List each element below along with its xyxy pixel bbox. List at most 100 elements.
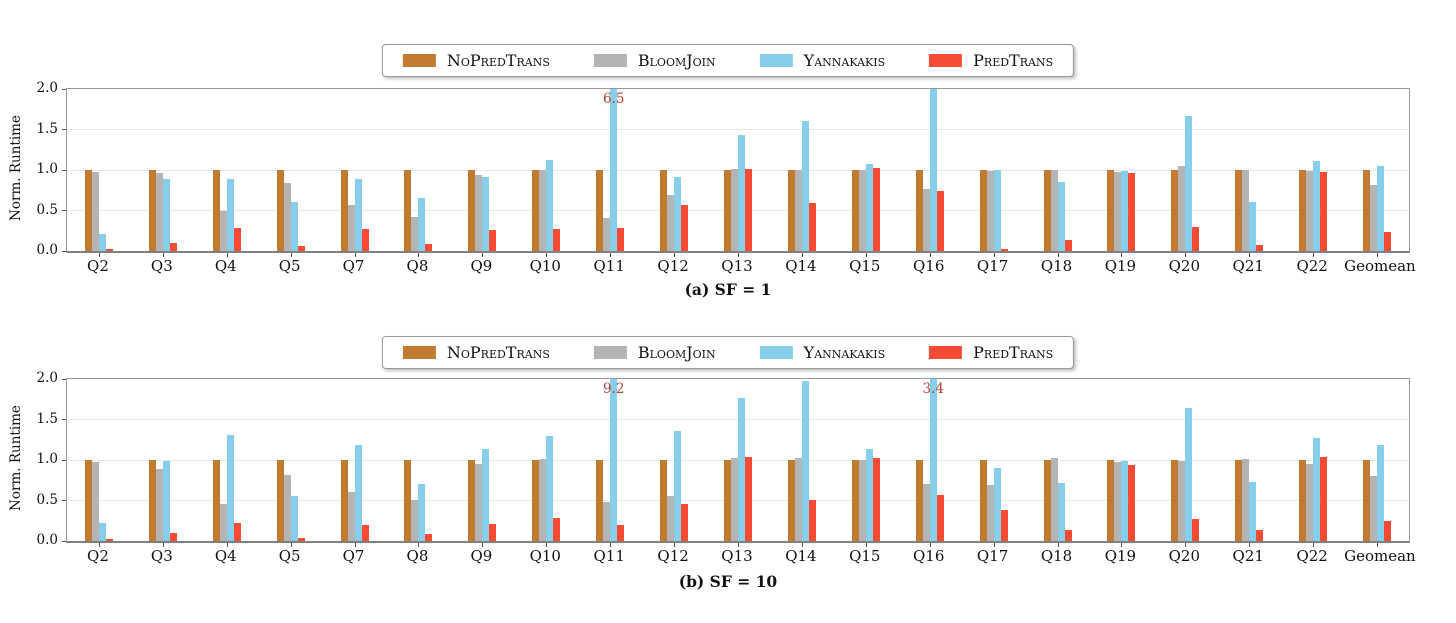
x-tick: [610, 543, 612, 547]
bar-bloomjoin-q12: [667, 195, 675, 251]
x-tick: [865, 543, 867, 547]
bar-yannakakis-q17: [993, 468, 1001, 541]
bar-yannakakis-q20: [1185, 115, 1193, 251]
bar-bloomjoin-q5: [283, 182, 291, 251]
x-tick: [738, 543, 739, 547]
bar-bloomjoin-q3: [155, 173, 163, 251]
bar-predtrans-q7: [361, 524, 369, 541]
x-tick: [290, 253, 292, 257]
legend-label: NoPredTrans: [446, 51, 550, 70]
x-tick-label-q20: Q20: [1168, 547, 1201, 565]
bar-yannakakis-q13: [738, 135, 745, 251]
x-tick: [1313, 543, 1315, 547]
bar-yannakakis-q11: [610, 89, 618, 251]
bar-nopredtrans-q2: [84, 170, 92, 251]
bar-yannakakis-q10: [546, 435, 554, 541]
bar-nopredtrans-q12: [660, 460, 668, 541]
bar-predtrans-q19: [1128, 464, 1136, 541]
bar-bloomjoin-q9: [475, 464, 483, 541]
bar-nopredtrans-q11: [596, 170, 604, 251]
x-tick: [801, 543, 803, 547]
bar-predtrans-q10: [553, 517, 561, 541]
legend-swatch-predtrans: [929, 346, 963, 359]
bar-nopredtrans-geomean: [1363, 170, 1371, 251]
bar-predtrans-q2: [105, 539, 113, 541]
bar-predtrans-q13: [745, 169, 752, 251]
bar-yannakakis-q19: [1121, 170, 1129, 251]
x-tick-label-geomean: Geomean: [1344, 257, 1416, 275]
x-tick-label-q12: Q12: [657, 257, 689, 275]
bar-bloomjoin-q11: [603, 217, 611, 251]
y-axis-title: Norm. Runtime: [8, 115, 24, 221]
bar-nopredtrans-q2: [84, 460, 92, 541]
x-tick: [418, 543, 420, 547]
x-tick-label-q17: Q17: [976, 257, 1009, 275]
bar-nopredtrans-q19: [1107, 170, 1115, 251]
bar-nopredtrans-q5: [276, 460, 284, 541]
bar-nopredtrans-q18: [1043, 170, 1051, 251]
x-tick: [98, 543, 100, 547]
bar-predtrans-q11: [617, 524, 625, 541]
bar-bloomjoin-q22: [1306, 464, 1314, 541]
bar-bloomjoin-q14: [794, 457, 802, 541]
x-tick-label-q19: Q19: [1104, 257, 1137, 275]
bar-bloomjoin-q5: [283, 474, 291, 541]
x-tick-label-q3: Q3: [150, 257, 173, 275]
x-tick-label-q13: Q13: [721, 547, 753, 565]
x-tick: [929, 543, 931, 547]
overflow-label-q11: 9.2: [602, 381, 625, 397]
bar-bloomjoin-q18: [1050, 458, 1058, 541]
x-tick-label-q7: Q7: [342, 547, 365, 565]
y-tick: [62, 88, 66, 90]
bar-yannakakis-q7: [354, 445, 362, 541]
bar-predtrans-q7: [361, 229, 369, 251]
x-tick: [546, 543, 548, 547]
x-tick: [162, 543, 164, 547]
x-tick: [354, 253, 356, 257]
bar-yannakakis-q4: [226, 178, 234, 251]
bar-nopredtrans-q16: [915, 170, 923, 251]
bar-predtrans-q8: [425, 533, 433, 541]
x-tick: [162, 253, 164, 257]
x-tick-label-q10: Q10: [529, 547, 561, 565]
bar-yannakakis-q5: [290, 495, 298, 541]
bar-bloomjoin-q10: [539, 459, 547, 541]
bar-nopredtrans-q10: [532, 460, 540, 541]
bar-yannakakis-q17: [993, 170, 1001, 251]
bar-predtrans-q16: [936, 494, 944, 541]
bar-predtrans-geomean: [1384, 231, 1392, 251]
x-tick-label-q22: Q22: [1296, 547, 1328, 565]
bar-nopredtrans-geomean: [1363, 460, 1371, 541]
bar-yannakakis-q15: [865, 448, 873, 541]
bar-predtrans-geomean: [1384, 520, 1392, 541]
bar-bloomjoin-q14: [794, 170, 802, 251]
legend-label: NoPredTrans: [446, 343, 550, 362]
bar-predtrans-q17: [1000, 510, 1008, 541]
x-tick-label-q13: Q13: [721, 257, 753, 275]
bar-bloomjoin-q20: [1178, 460, 1186, 541]
bar-predtrans-q17: [1000, 248, 1008, 251]
x-tick: [1185, 253, 1187, 257]
legend-swatch-yannakakis: [759, 346, 793, 359]
bar-predtrans-q20: [1192, 226, 1200, 251]
bar-predtrans-q8: [425, 243, 433, 251]
legend-item-bloomjoin: BloomJoin: [593, 343, 716, 362]
x-tick: [1313, 253, 1315, 257]
bar-nopredtrans-q20: [1171, 460, 1179, 541]
bar-yannakakis-q9: [482, 448, 490, 541]
bar-bloomjoin-q12: [667, 496, 675, 541]
x-tick-label-q8: Q8: [406, 547, 429, 565]
x-tick: [1377, 543, 1379, 547]
bar-bloomjoin-q3: [155, 468, 163, 541]
legend-swatch-predtrans: [929, 54, 963, 67]
legend-label: Yannakakis: [803, 51, 886, 70]
bar-bloomjoin-q10: [539, 170, 547, 251]
legend-item-nopredtrans: NoPredTrans: [402, 343, 550, 362]
x-tick-label-q10: Q10: [529, 257, 561, 275]
bar-nopredtrans-q12: [660, 170, 668, 251]
bar-yannakakis-q21: [1249, 481, 1257, 541]
x-tick: [738, 253, 739, 257]
legend-swatch-nopredtrans: [402, 346, 436, 359]
x-tick: [993, 253, 995, 257]
bar-bloomjoin-q7: [347, 204, 355, 251]
